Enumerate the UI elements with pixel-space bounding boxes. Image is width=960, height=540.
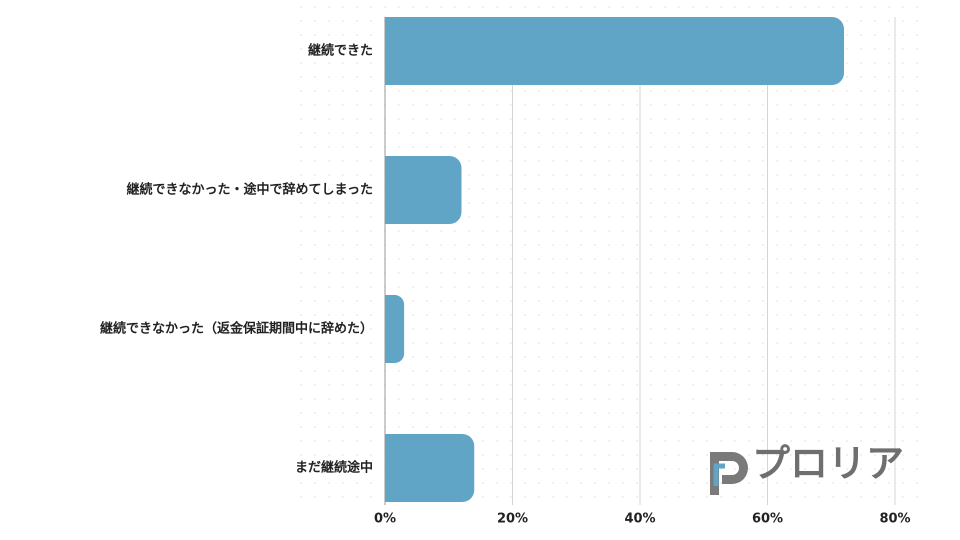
logo-icon (710, 452, 748, 495)
y-tick-label: まだ継続途中 (295, 460, 373, 476)
x-tick-label: 60% (752, 512, 783, 527)
logo: プロリア (710, 442, 904, 495)
bar (385, 156, 462, 224)
y-tick-label: 継続できた (308, 43, 373, 59)
bar (385, 434, 475, 502)
x-tick-label: 0% (374, 512, 396, 527)
bar (385, 17, 844, 85)
logo-icon-accent (713, 463, 725, 486)
x-tick-label: 40% (624, 512, 655, 527)
y-tick-label: 継続できなかった（返金保証期間中に辞めた） (100, 321, 373, 337)
x-tick-label: 20% (497, 512, 528, 527)
bar (385, 295, 405, 363)
x-tick-label: 80% (879, 512, 910, 527)
y-tick-label: 継続できなかった・途中で辞めてしまった (127, 182, 373, 198)
watermark: プロリア (752, 442, 904, 486)
